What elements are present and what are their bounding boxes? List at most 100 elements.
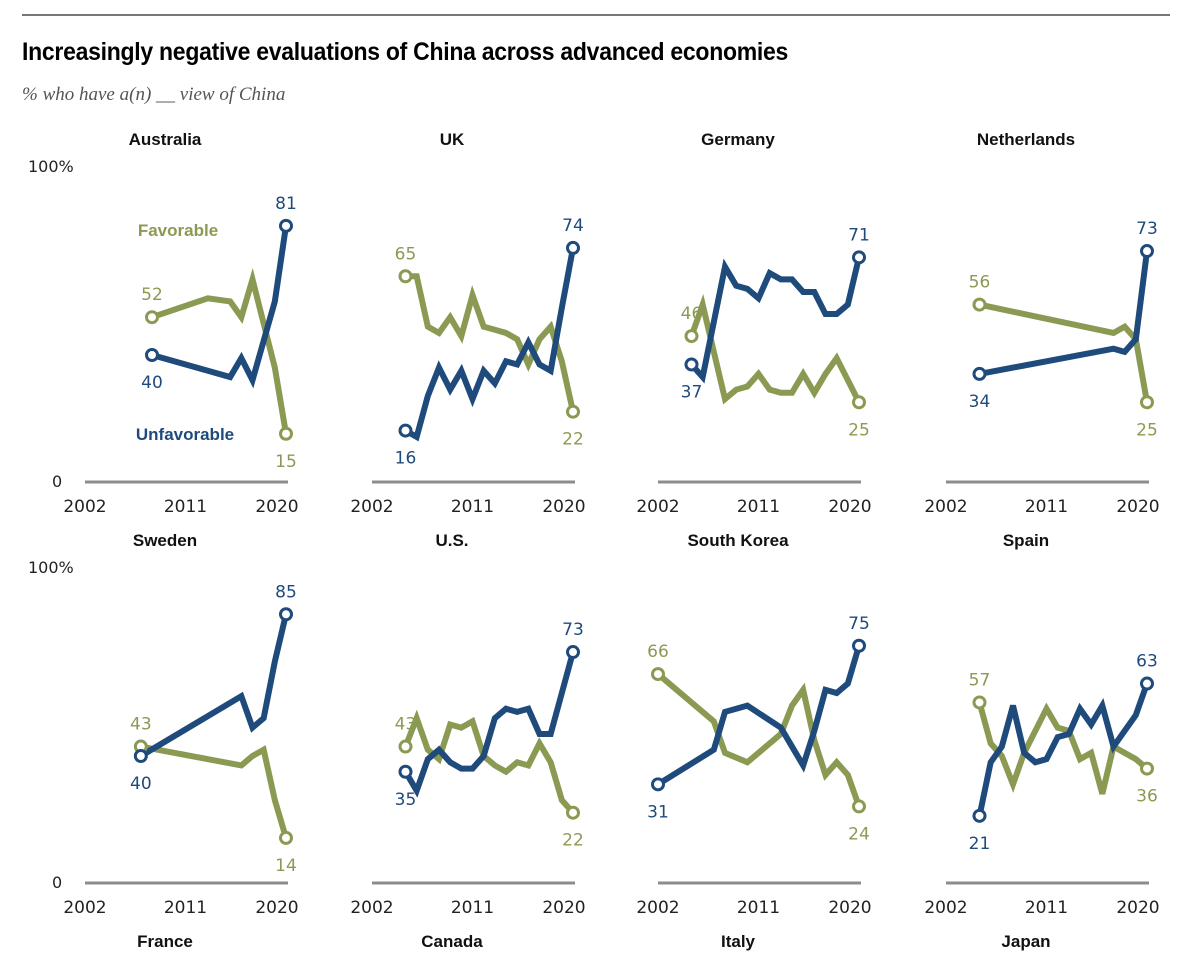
favorable-end-marker (566, 805, 580, 820)
unfavorable-start-marker (972, 366, 987, 381)
favorable-end-value: 36 (1136, 787, 1158, 807)
favorable-end-value: 25 (848, 420, 870, 440)
unfavorable-end-value: 74 (562, 216, 584, 236)
panel-title: U.S. (435, 531, 468, 550)
x-tick-label: 2020 (1116, 497, 1159, 517)
favorable-start-value: 56 (969, 273, 991, 293)
panel-bottom-title: Canada (421, 932, 483, 951)
favorable-end-value: 24 (848, 824, 870, 844)
unfavorable-end-marker (1140, 244, 1154, 259)
favorable-start-marker (972, 297, 987, 312)
unfavorable-start-value: 40 (141, 373, 163, 393)
unfavorable-start-marker (133, 749, 148, 763)
unfavorable-line (139, 613, 289, 759)
chart-subtitle: % who have a(n) __ view of China (22, 84, 286, 105)
x-tick-label: 2020 (542, 497, 585, 517)
favorable-line (151, 268, 289, 435)
unfavorable-start-marker (972, 808, 987, 823)
x-tick-label: 2002 (924, 497, 967, 517)
favorable-end-marker (279, 830, 293, 845)
favorable-line (656, 671, 862, 808)
unfavorable-start-marker (684, 357, 699, 372)
panel-title: Sweden (133, 531, 197, 550)
x-tick-label: 2020 (542, 898, 585, 918)
unfavorable-line (656, 644, 862, 787)
favorable-end-value: 22 (562, 831, 584, 851)
favorable-start-value: 52 (141, 285, 163, 305)
panel-bottom-title: Japan (1001, 932, 1050, 951)
unfavorable-start-marker (398, 423, 413, 438)
favorable-start-marker (684, 329, 699, 344)
y-tick-label: 100% (28, 157, 74, 176)
x-tick-label: 2020 (828, 898, 871, 918)
x-tick-label: 2011 (451, 497, 494, 517)
x-tick-label: 2002 (350, 497, 393, 517)
unfavorable-end-marker (279, 218, 293, 233)
favorable-start-marker (651, 667, 665, 682)
unfavorable-end-marker (566, 240, 580, 255)
favorable-end-value: 25 (1136, 420, 1158, 440)
unfavorable-end-marker (1140, 676, 1154, 691)
panel-title: UK (440, 130, 465, 149)
favorable-end-value: 15 (275, 452, 297, 472)
y-tick-label: 100% (28, 558, 74, 577)
unfavorable-start-value: 16 (395, 449, 417, 469)
x-tick-label: 2011 (164, 898, 207, 918)
unfavorable-line (689, 256, 862, 384)
favorable-end-marker (852, 799, 866, 814)
favorable-line (976, 701, 1149, 795)
unfavorable-end-value: 73 (562, 620, 584, 640)
favorable-start-value: 65 (395, 244, 417, 264)
favorable-line (688, 293, 862, 405)
favorable-start-marker (398, 739, 413, 754)
chart-title: Increasingly negative evaluations of Chi… (22, 38, 789, 66)
favorable-end-marker (852, 395, 866, 410)
unfavorable-end-marker (852, 638, 866, 653)
favorable-end-value: 22 (562, 430, 584, 450)
legend-unfavorable: Unfavorable (136, 425, 234, 444)
panel-title: Spain (1003, 531, 1049, 550)
favorable-start-value: 43 (130, 715, 152, 735)
unfavorable-start-value: 34 (969, 392, 991, 412)
panel-bottom-title: Italy (721, 932, 756, 951)
panel-bottom-title: France (137, 932, 193, 951)
unfavorable-line (151, 225, 289, 389)
favorable-start-value: 43 (395, 715, 417, 735)
unfavorable-start-marker (398, 764, 413, 779)
unfavorable-start-value: 40 (130, 774, 152, 794)
favorable-line (140, 743, 289, 839)
favorable-end-value: 14 (275, 856, 297, 876)
unfavorable-start-marker (145, 348, 159, 362)
unfavorable-end-marker (279, 607, 293, 622)
x-tick-label: 2002 (63, 497, 106, 517)
favorable-end-marker (1140, 395, 1154, 410)
favorable-end-marker (279, 426, 293, 441)
unfavorable-start-marker (651, 777, 665, 792)
top-rule (22, 14, 1170, 16)
unfavorable-end-value: 71 (848, 225, 870, 245)
x-tick-label: 2011 (737, 497, 780, 517)
y-tick-label: 0 (52, 873, 62, 892)
panel-title: Germany (701, 130, 775, 149)
favorable-start-marker (145, 310, 159, 325)
panel-title: South Korea (687, 531, 789, 550)
x-tick-label: 2002 (350, 898, 393, 918)
favorable-end-marker (566, 404, 580, 419)
unfavorable-start-value: 37 (681, 382, 703, 402)
favorable-start-value: 57 (969, 670, 991, 690)
unfavorable-line (978, 250, 1150, 377)
unfavorable-start-value: 21 (969, 834, 991, 854)
y-tick-label: 0 (52, 472, 62, 491)
x-tick-label: 2020 (255, 898, 298, 918)
unfavorable-line (976, 682, 1150, 817)
favorable-line (978, 301, 1150, 403)
x-tick-label: 2020 (828, 497, 871, 517)
x-tick-label: 2002 (636, 898, 679, 918)
panel-title: Netherlands (977, 130, 1075, 149)
x-tick-label: 2011 (451, 898, 494, 918)
favorable-start-value: 66 (647, 642, 669, 662)
x-tick-label: 2011 (737, 898, 780, 918)
unfavorable-start-value: 35 (395, 790, 417, 810)
unfavorable-line (402, 651, 576, 798)
